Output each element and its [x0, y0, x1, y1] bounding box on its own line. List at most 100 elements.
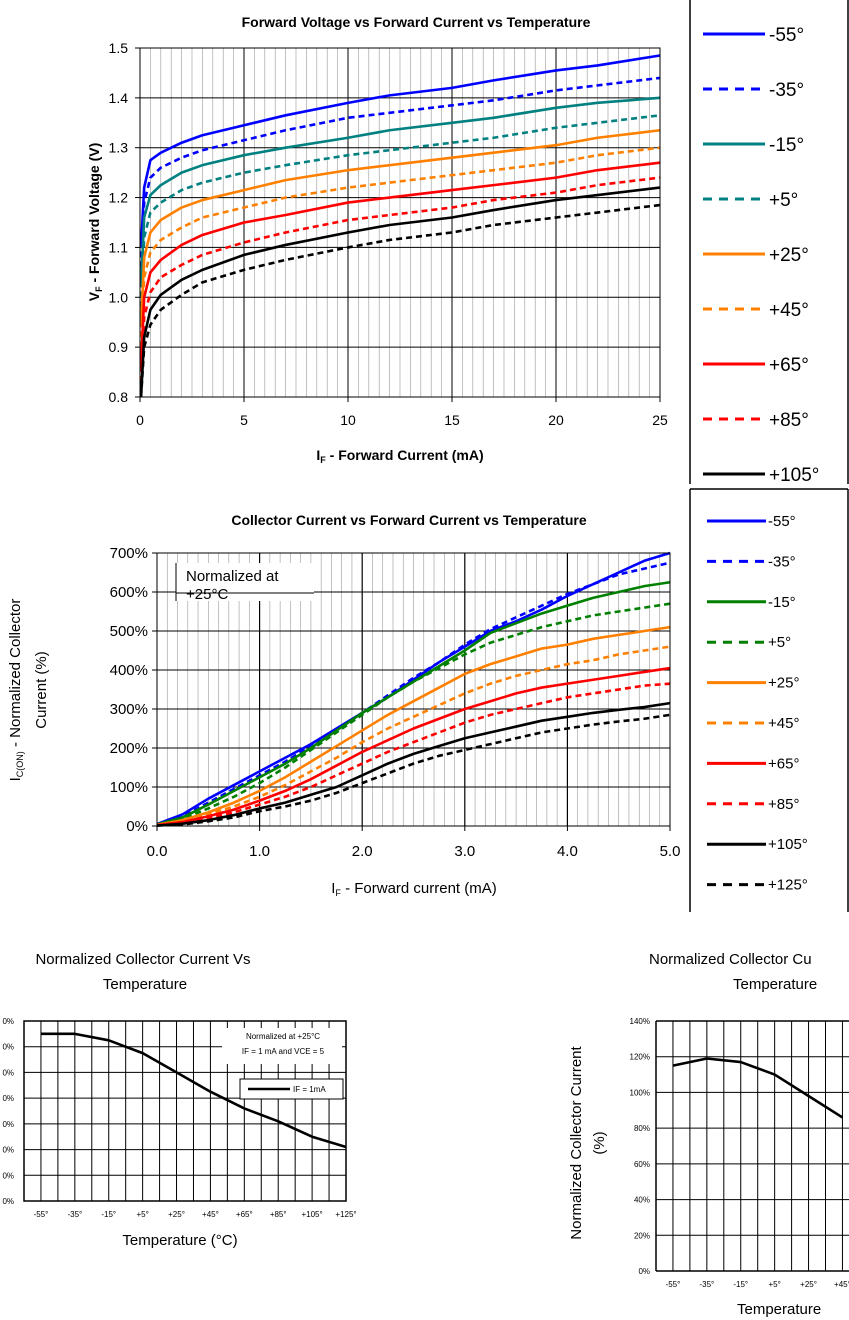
chart2-series-line	[156, 682, 671, 827]
chart4-y-tick-label: 0%	[638, 1267, 650, 1276]
chart2-series-line	[156, 645, 671, 827]
chart1-y-tick-label: 1.4	[109, 90, 129, 106]
chart1-series-line	[139, 54, 661, 248]
chart-normalized-vs-temp-right: Normalized Collector Cu Temperature -55°…	[568, 951, 849, 1318]
chart2-series-line	[156, 561, 671, 826]
chart4-title-line1: Normalized Collector Cu	[649, 951, 812, 968]
chart4-x-tick-label: -55°	[666, 1280, 681, 1289]
chart3-y-tick-label-clipped: 0%	[2, 1017, 14, 1026]
chart2-x-tick-label: 5.0	[660, 843, 681, 860]
chart1-legend-label: -15°	[769, 135, 804, 156]
chart2-x-tick-label: 1.0	[249, 843, 270, 860]
chart2-series-line	[156, 602, 671, 827]
chart3-y-tick-label-clipped: 0%	[2, 1146, 14, 1155]
chart3-legend: IF = 1mA	[239, 1078, 344, 1100]
chart4-x-tick-label: +45°	[834, 1280, 849, 1289]
chart2-y-tick-label: 500%	[110, 623, 148, 640]
chart1-series-line	[139, 146, 661, 348]
chart3-annotation-line1: Normalized at +25°C	[246, 1032, 320, 1041]
chart1-series-line	[139, 96, 661, 288]
chart1-y-tick-label: 1.3	[109, 140, 129, 156]
chart4-x-tick-label: +5°	[768, 1280, 780, 1289]
chart2-x-tick-label: 3.0	[454, 843, 475, 860]
chart3-plot-border	[23, 1020, 347, 1202]
chart1-x-tick-label: 0	[136, 412, 144, 428]
chart1-x-tick-label: 15	[444, 412, 460, 428]
chart2-annotation-line2: +25°C	[186, 586, 228, 603]
chart-normalized-vs-temp-left: Normalized Collector Current Vs Temperat…	[2, 951, 356, 1249]
chart2-series-line	[156, 713, 671, 827]
chart4-y-tick-label: 80%	[634, 1124, 650, 1133]
chart2-y-axis-label-line2: Current (%)	[33, 651, 50, 729]
chart1-y-tick-label: 0.9	[109, 339, 129, 355]
chart1-series-line	[139, 128, 661, 328]
chart1-series-line	[139, 203, 661, 398]
chart3-x-tick-label: +45°	[202, 1210, 219, 1219]
chart2-legend-label: +65°	[768, 755, 799, 772]
chart2-legend-label: +125°	[768, 877, 808, 894]
chart2-annotation-line1: Normalized at	[186, 568, 279, 585]
chart4-x-tick-label: -35°	[699, 1280, 714, 1289]
chart3-x-tick-label: +25°	[168, 1210, 185, 1219]
chart2-legend-label: +25°	[768, 675, 799, 692]
chart1-series-line	[139, 186, 661, 398]
chart1-x-tick-label: 5	[240, 412, 248, 428]
chart2-legend-label: +45°	[768, 715, 799, 732]
chart1-series-line	[139, 76, 661, 268]
chart3-x-tick-label: -55°	[34, 1210, 49, 1219]
chart3-y-tick-label-clipped: 0%	[2, 1068, 14, 1077]
chart1-legend-label: +65°	[769, 355, 809, 376]
chart2-x-tick-label: 4.0	[557, 843, 578, 860]
chart2-y-tick-label: 300%	[110, 701, 148, 718]
chart2-x-tick-label: 2.0	[352, 843, 373, 860]
chart1-title: Forward Voltage vs Forward Current vs Te…	[242, 14, 591, 30]
chart1-x-tick-label: 10	[340, 412, 356, 428]
chart4-series-line	[672, 1057, 844, 1119]
chart2-annotation: Normalized at +25°C	[175, 563, 314, 603]
chart4-y-tick-label: 140%	[630, 1017, 650, 1026]
chart4-title-line2: Temperature	[733, 976, 817, 993]
chart2-series-line	[156, 666, 671, 827]
chart3-annotation-line2: IF = 1 mA and VCE = 5	[242, 1047, 325, 1056]
chart3-y-tick-label-clipped: 0%	[2, 1197, 14, 1206]
chart2-plot-border	[156, 552, 671, 827]
chart2-legend-label: -55°	[768, 513, 796, 530]
chart2-series-line	[156, 701, 671, 827]
chart2-y-tick-label: 100%	[110, 779, 148, 796]
chart4-x-tick-label: +25°	[800, 1280, 817, 1289]
chart1-series-line	[139, 114, 661, 308]
chart4-y-axis-label-line1: Normalized Collector Current	[568, 1045, 585, 1239]
chart4-x-tick-label: -15°	[733, 1280, 748, 1289]
chart2-y-tick-label: 600%	[110, 584, 148, 601]
chart4-y-tick-label: 60%	[634, 1160, 650, 1169]
chart-forward-voltage: Forward Voltage vs Forward Current vs Te…	[86, 0, 849, 486]
chart3-y-tick-label-clipped: 0%	[2, 1043, 14, 1052]
chart1-x-axis-label: IF - Forward Current (mA)	[316, 447, 483, 465]
chart2-y-axis-label: IC(ON) - Normalized Collector	[7, 599, 25, 782]
chart2-y-tick-label: 200%	[110, 740, 148, 757]
chart4-y-axis-label-line2: (%)	[591, 1131, 608, 1154]
chart1-y-tick-label: 1.2	[109, 190, 129, 206]
chart4-y-tick-label: 40%	[634, 1196, 650, 1205]
chart3-title-line2: Temperature	[103, 976, 187, 993]
chart3-y-tick-label-clipped: 0%	[2, 1120, 14, 1129]
chart2-legend-label: +105°	[768, 836, 808, 853]
chart4-y-tick-label: 100%	[630, 1088, 650, 1097]
chart1-x-tick-label: 25	[652, 412, 668, 428]
chart-collector-current: Collector Current vs Forward Current vs …	[7, 488, 849, 912]
chart4-y-tick-label: 20%	[634, 1231, 650, 1240]
chart2-title: Collector Current vs Forward Current vs …	[231, 512, 586, 528]
chart1-x-tick-label: 20	[548, 412, 564, 428]
chart1-series-line	[139, 176, 661, 383]
chart1-series-line	[139, 161, 661, 368]
chart1-legend-label: -35°	[769, 80, 804, 101]
chart4-y-tick-label: 120%	[630, 1053, 650, 1062]
chart1-legend-label: +5°	[769, 190, 798, 211]
chart1-y-tick-label: 1.0	[109, 289, 129, 305]
chart2-legend-label: +85°	[768, 796, 799, 813]
chart3-x-tick-label: -15°	[101, 1210, 116, 1219]
chart1-legend-label: +45°	[769, 300, 809, 321]
chart2-y-tick-label: 0%	[126, 818, 148, 835]
chart3-annotation: Normalized at +25°C IF = 1 mA and VCE = …	[222, 1028, 342, 1064]
